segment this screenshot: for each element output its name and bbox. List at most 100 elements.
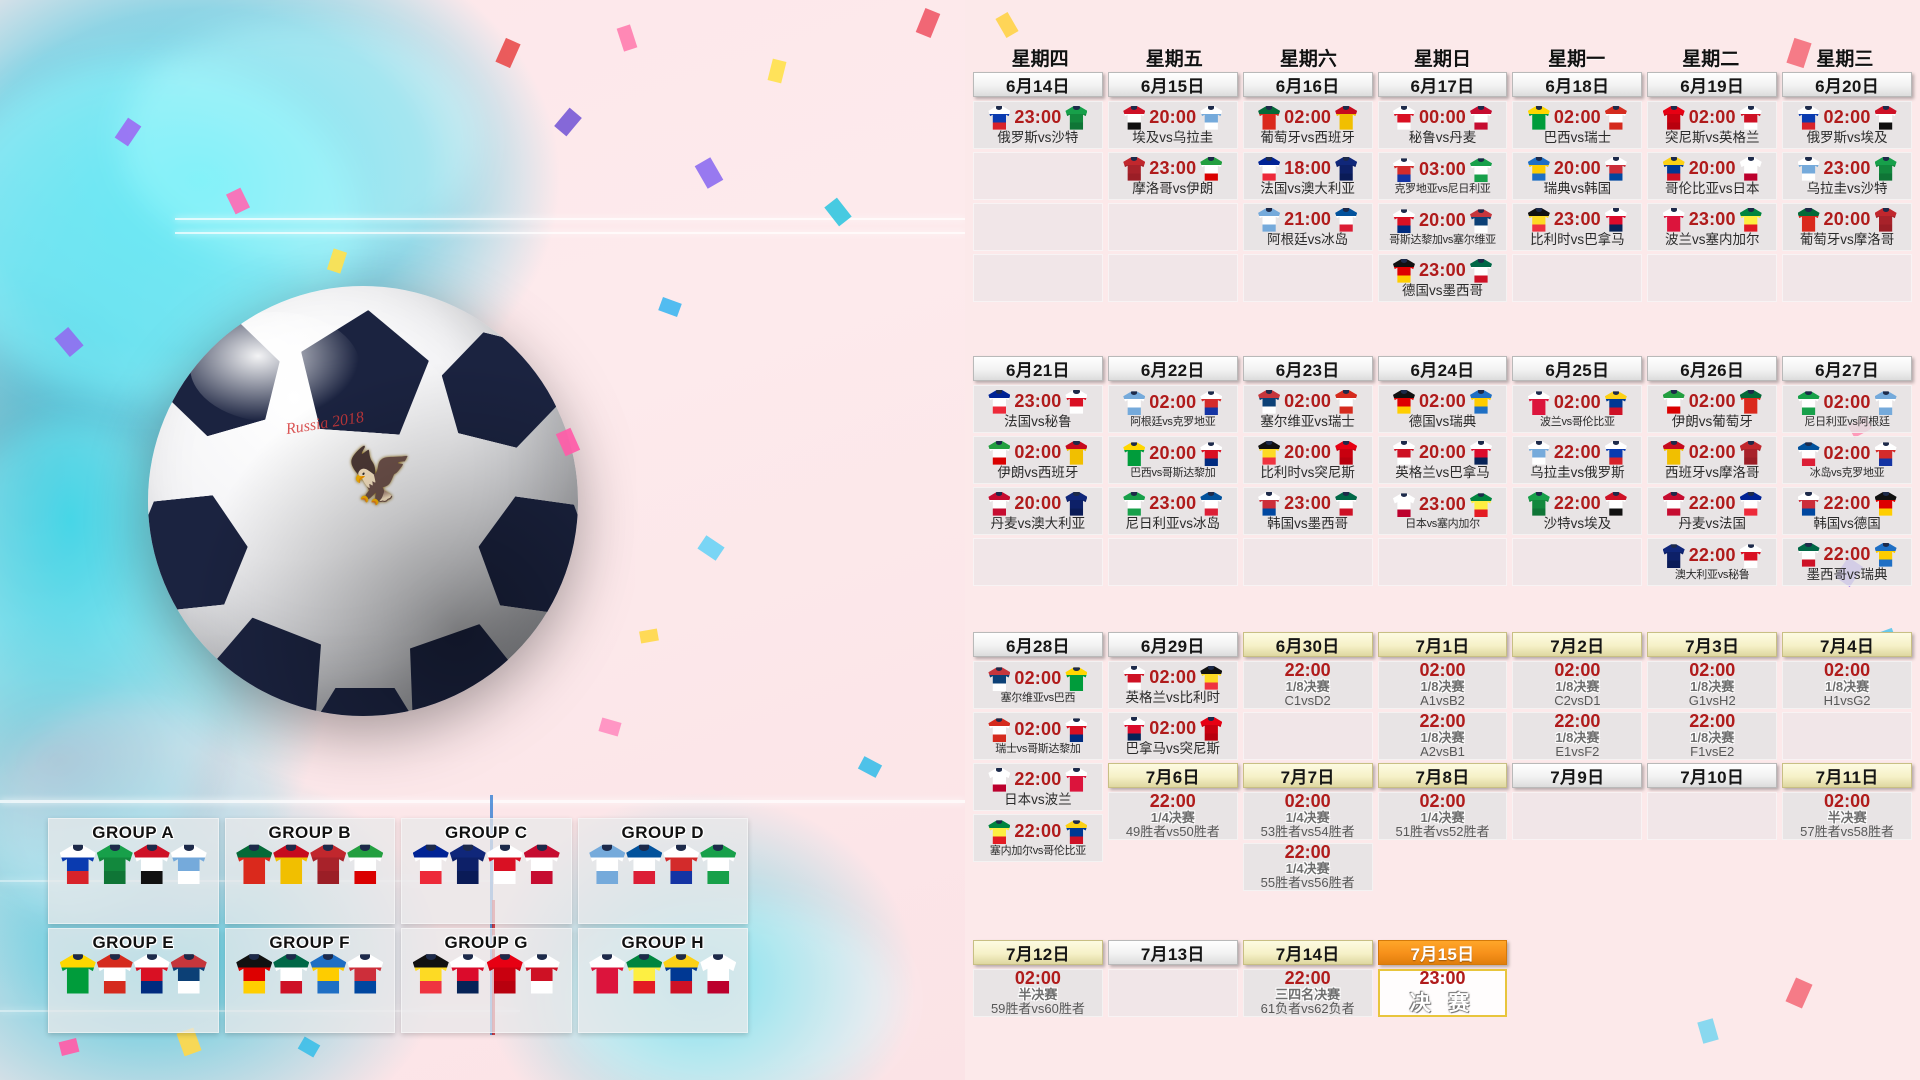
match-cell[interactable]: 23:00 德国vs墨西哥 — [1377, 254, 1508, 302]
date-header[interactable]: 7月1日 — [1377, 632, 1508, 657]
date-header[interactable]: 7月6日 — [1107, 763, 1238, 788]
match-cell[interactable]: 23:00 比利时vs巴拿马 — [1512, 203, 1643, 251]
match-cell[interactable]: 03:00 克罗地亚vs尼日利亚 — [1377, 152, 1508, 200]
match-cell[interactable]: 23:00 法国vs秘鲁 — [973, 385, 1103, 433]
date-header[interactable]: 6月14日 — [973, 72, 1103, 97]
match-cell[interactable]: 02:00 德国vs瑞典 — [1377, 385, 1508, 433]
match-cell[interactable]: 23:00 日本vs塞内加尔 — [1377, 487, 1508, 535]
date-header[interactable]: 7月9日 — [1512, 763, 1643, 788]
match-cell[interactable]: 02:00 冰岛vs克罗地亚 — [1782, 436, 1912, 484]
knockout-match-cell[interactable]: 02:00 1/8决赛 H1vsG2 — [1782, 660, 1912, 709]
group-card-c[interactable]: GROUP C — [401, 818, 572, 924]
match-cell[interactable]: 02:00 塞尔维亚vs巴西 — [973, 661, 1103, 709]
date-header[interactable]: 7月15日 — [1377, 940, 1508, 965]
match-cell[interactable]: 02:00 俄罗斯vs埃及 — [1782, 101, 1912, 149]
date-header[interactable]: 6月15日 — [1107, 72, 1238, 97]
match-cell[interactable]: 20:00 埃及vs乌拉圭 — [1107, 101, 1238, 149]
knockout-match-cell[interactable]: 22:00 1/4决赛 55胜者vs56胜者 — [1242, 842, 1373, 891]
knockout-match-cell[interactable]: 02:00 半决赛 57胜者vs58胜者 — [1782, 791, 1912, 840]
final-match-cell[interactable]: 23:00 决 赛 — [1377, 968, 1508, 1017]
match-cell[interactable]: 02:00 伊朗vs西班牙 — [973, 436, 1103, 484]
date-header[interactable]: 6月20日 — [1782, 72, 1912, 97]
date-header[interactable]: 7月3日 — [1647, 632, 1778, 657]
match-cell[interactable]: 02:00 巴西vs瑞士 — [1512, 101, 1643, 149]
date-header[interactable]: 7月11日 — [1782, 763, 1912, 788]
match-cell[interactable]: 18:00 法国vs澳大利亚 — [1242, 152, 1373, 200]
match-cell[interactable]: 02:00 西班牙vs摩洛哥 — [1647, 436, 1778, 484]
knockout-match-cell[interactable]: 22:00 1/4决赛 49胜者vs50胜者 — [1107, 791, 1238, 840]
match-cell[interactable]: 23:00 韩国vs墨西哥 — [1242, 487, 1373, 535]
match-cell[interactable]: 22:00 澳大利亚vs秘鲁 — [1647, 538, 1778, 586]
knockout-match-cell[interactable]: 02:00 1/8决赛 G1vsH2 — [1647, 660, 1778, 709]
match-cell[interactable]: 22:00 沙特vs埃及 — [1512, 487, 1643, 535]
group-card-a[interactable]: GROUP A — [48, 818, 219, 924]
match-cell[interactable]: 22:00 墨西哥vs瑞典 — [1782, 538, 1912, 586]
date-header[interactable]: 6月25日 — [1512, 356, 1643, 381]
match-cell[interactable]: 23:00 摩洛哥vs伊朗 — [1107, 152, 1238, 200]
match-cell[interactable]: 22:00 韩国vs德国 — [1782, 487, 1912, 535]
match-cell[interactable]: 20:00 巴西vs哥斯达黎加 — [1107, 436, 1238, 484]
group-card-b[interactable]: GROUP B — [224, 818, 395, 924]
match-cell[interactable]: 20:00 哥斯达黎加vs塞尔维亚 — [1377, 203, 1508, 251]
match-cell[interactable]: 02:00 尼日利亚vs阿根廷 — [1782, 385, 1912, 433]
date-header[interactable]: 6月16日 — [1242, 72, 1373, 97]
match-cell[interactable]: 20:00 瑞典vs韩国 — [1512, 152, 1643, 200]
match-cell[interactable]: 23:00 俄罗斯vs沙特 — [973, 101, 1103, 149]
match-cell[interactable]: 20:00 葡萄牙vs摩洛哥 — [1782, 203, 1912, 251]
match-cell[interactable]: 02:00 英格兰vs比利时 — [1107, 661, 1238, 709]
knockout-match-cell[interactable]: 02:00 1/8决赛 C2vsD1 — [1512, 660, 1643, 709]
match-cell[interactable]: 20:00 丹麦vs澳大利亚 — [973, 487, 1103, 535]
date-header[interactable]: 7月14日 — [1242, 940, 1373, 965]
match-cell[interactable]: 02:00 巴拿马vs突尼斯 — [1107, 712, 1238, 760]
match-cell[interactable]: 23:00 波兰vs塞内加尔 — [1647, 203, 1778, 251]
date-header[interactable]: 6月30日 — [1242, 632, 1373, 657]
date-header[interactable]: 7月12日 — [973, 940, 1103, 965]
match-cell[interactable]: 02:00 瑞士vs哥斯达黎加 — [973, 712, 1103, 760]
match-cell[interactable]: 22:00 乌拉圭vs俄罗斯 — [1512, 436, 1643, 484]
match-cell[interactable]: 02:00 葡萄牙vs西班牙 — [1242, 101, 1373, 149]
date-header[interactable]: 6月18日 — [1512, 72, 1643, 97]
knockout-match-cell[interactable]: 22:00 1/8决赛 A2vsB1 — [1377, 711, 1508, 760]
match-cell[interactable]: 22:00 塞内加尔vs哥伦比亚 — [973, 814, 1103, 862]
knockout-match-cell[interactable]: 22:00 1/8决赛 F1vsE2 — [1647, 711, 1778, 760]
date-header[interactable]: 7月7日 — [1242, 763, 1373, 788]
date-header[interactable]: 6月19日 — [1647, 72, 1778, 97]
group-card-f[interactable]: GROUP F — [224, 927, 395, 1033]
date-header[interactable]: 7月8日 — [1377, 763, 1508, 788]
date-header[interactable]: 6月17日 — [1377, 72, 1508, 97]
match-cell[interactable]: 20:00 英格兰vs巴拿马 — [1377, 436, 1508, 484]
knockout-match-cell[interactable]: 22:00 三四名决赛 61负者vs62负者 — [1242, 968, 1373, 1017]
date-header[interactable]: 6月21日 — [973, 356, 1103, 381]
match-cell[interactable]: 00:00 秘鲁vs丹麦 — [1377, 101, 1508, 149]
date-header[interactable]: 6月27日 — [1782, 356, 1912, 381]
match-cell[interactable]: 20:00 哥伦比亚vs日本 — [1647, 152, 1778, 200]
knockout-match-cell[interactable]: 02:00 1/4决赛 51胜者vs52胜者 — [1377, 791, 1508, 840]
match-cell[interactable]: 02:00 伊朗vs葡萄牙 — [1647, 385, 1778, 433]
match-cell[interactable]: 02:00 突尼斯vs英格兰 — [1647, 101, 1778, 149]
date-header[interactable]: 6月28日 — [973, 632, 1103, 657]
match-cell[interactable]: 20:00 比利时vs突尼斯 — [1242, 436, 1373, 484]
date-header[interactable]: 6月26日 — [1647, 356, 1778, 381]
knockout-match-cell[interactable]: 02:00 1/8决赛 A1vsB2 — [1377, 660, 1508, 709]
date-header[interactable]: 6月23日 — [1242, 356, 1373, 381]
match-cell[interactable]: 23:00 乌拉圭vs沙特 — [1782, 152, 1912, 200]
date-header[interactable]: 7月4日 — [1782, 632, 1912, 657]
match-cell[interactable]: 23:00 尼日利亚vs冰岛 — [1107, 487, 1238, 535]
knockout-match-cell[interactable]: 22:00 1/8决赛 E1vsF2 — [1512, 711, 1643, 760]
match-cell[interactable]: 21:00 阿根廷vs冰岛 — [1242, 203, 1373, 251]
group-card-g[interactable]: GROUP G — [401, 927, 572, 1033]
knockout-match-cell[interactable]: 02:00 半决赛 59胜者vs60胜者 — [973, 968, 1103, 1017]
date-header[interactable]: 7月13日 — [1107, 940, 1238, 965]
match-cell[interactable]: 02:00 塞尔维亚vs瑞士 — [1242, 385, 1373, 433]
knockout-match-cell[interactable]: 02:00 1/4决赛 53胜者vs54胜者 — [1242, 791, 1373, 840]
match-cell[interactable]: 02:00 阿根廷vs克罗地亚 — [1107, 385, 1238, 433]
match-cell[interactable]: 22:00 日本vs波兰 — [973, 763, 1103, 811]
date-header[interactable]: 6月24日 — [1377, 356, 1508, 381]
match-cell[interactable]: 02:00 波兰vs哥伦比亚 — [1512, 385, 1643, 433]
group-card-h[interactable]: GROUP H — [577, 927, 748, 1033]
knockout-match-cell[interactable]: 22:00 1/8决赛 C1vsD2 — [1242, 660, 1373, 709]
date-header[interactable]: 7月10日 — [1647, 763, 1778, 788]
group-card-d[interactable]: GROUP D — [577, 818, 748, 924]
date-header[interactable]: 6月29日 — [1107, 632, 1238, 657]
date-header[interactable]: 6月22日 — [1107, 356, 1238, 381]
